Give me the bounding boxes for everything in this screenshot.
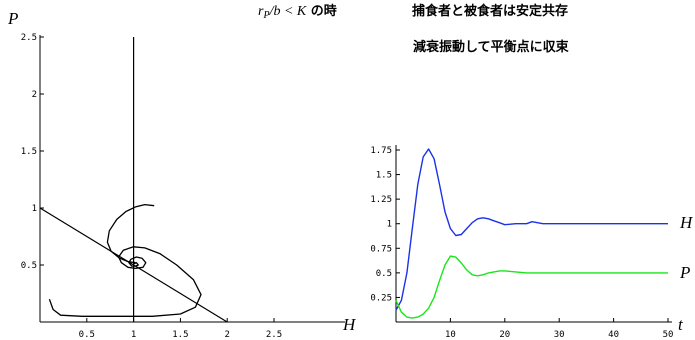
phase-plane-chart: 0.5 1 1.5 2 2.5 0.5 1 1.5 2 2.5 P H [7, 9, 357, 340]
ts-series [395, 148, 668, 319]
phase-x-label: H [342, 315, 357, 334]
ts-x-tick-label: 40 [608, 330, 619, 340]
phase-x-tick-label: 2.5 [266, 330, 282, 340]
time-series-chart: 10 20 30 40 50 0.25 0.5 0.75 1 1.25 1.5 1.75 t H P [370, 145, 694, 340]
ts-y-tick-label: 1.75 [370, 146, 392, 156]
phase-y-tick-label: 0.5 [21, 261, 37, 271]
phase-x-tick-label: 2 [224, 330, 229, 340]
ts-y-tick-label: 0.25 [370, 293, 392, 303]
phase-x-tick-label: 1 [131, 330, 136, 340]
condition-suffix: の時 [306, 3, 337, 19]
phase-x-tick-label: 0.5 [79, 330, 95, 340]
ts-x-tick-label: 50 [663, 330, 674, 340]
ts-x-label: t [678, 315, 684, 334]
phase-trajectories [48, 203, 202, 317]
ts-x-tick-label: 30 [554, 330, 565, 340]
ts-y-tick-label: 0.75 [370, 244, 392, 254]
condition-symbol: r [258, 4, 264, 19]
phase-ticks: 0.5 1 1.5 2 2.5 0.5 1 1.5 2 2.5 [21, 33, 282, 340]
series-label-p: P [679, 263, 690, 282]
phase-nullclines [39, 37, 228, 323]
ts-y-tick-label: 1 [387, 220, 392, 230]
trajectory-2 [48, 246, 202, 317]
condition-caption: rP/b < K の時 [258, 3, 337, 21]
caption-line-1: 捕食者と被食者は安定共存 [412, 3, 568, 19]
phase-y-tick-label: 1 [32, 204, 37, 214]
series-line-p [395, 255, 668, 319]
phase-y-tick-label: 2.5 [21, 33, 37, 43]
series-label-h: H [679, 213, 694, 232]
nullcline-diagonal [39, 207, 228, 323]
phase-y-tick-label: 1.5 [21, 147, 37, 157]
condition-subscript: P [262, 10, 269, 21]
ts-y-tick-label: 0.5 [376, 269, 392, 279]
ts-ticks: 10 20 30 40 50 0.25 0.5 0.75 1 1.25 1.5 1.75 [370, 146, 673, 340]
ts-y-tick-label: 1.25 [370, 195, 392, 205]
phase-y-label: P [7, 9, 18, 28]
caption-line-2: 減衰振動して平衡点に収束 [413, 39, 570, 55]
series-line-h [395, 148, 668, 311]
ts-y-tick-label: 1.5 [376, 171, 392, 181]
trajectory-1 [106, 203, 155, 264]
phase-y-tick-label: 2 [32, 90, 37, 100]
ts-x-tick-label: 10 [445, 330, 456, 340]
condition-inequality: /b < K [269, 4, 307, 19]
ts-x-tick-label: 20 [499, 330, 510, 340]
phase-x-tick-label: 1.5 [172, 330, 188, 340]
